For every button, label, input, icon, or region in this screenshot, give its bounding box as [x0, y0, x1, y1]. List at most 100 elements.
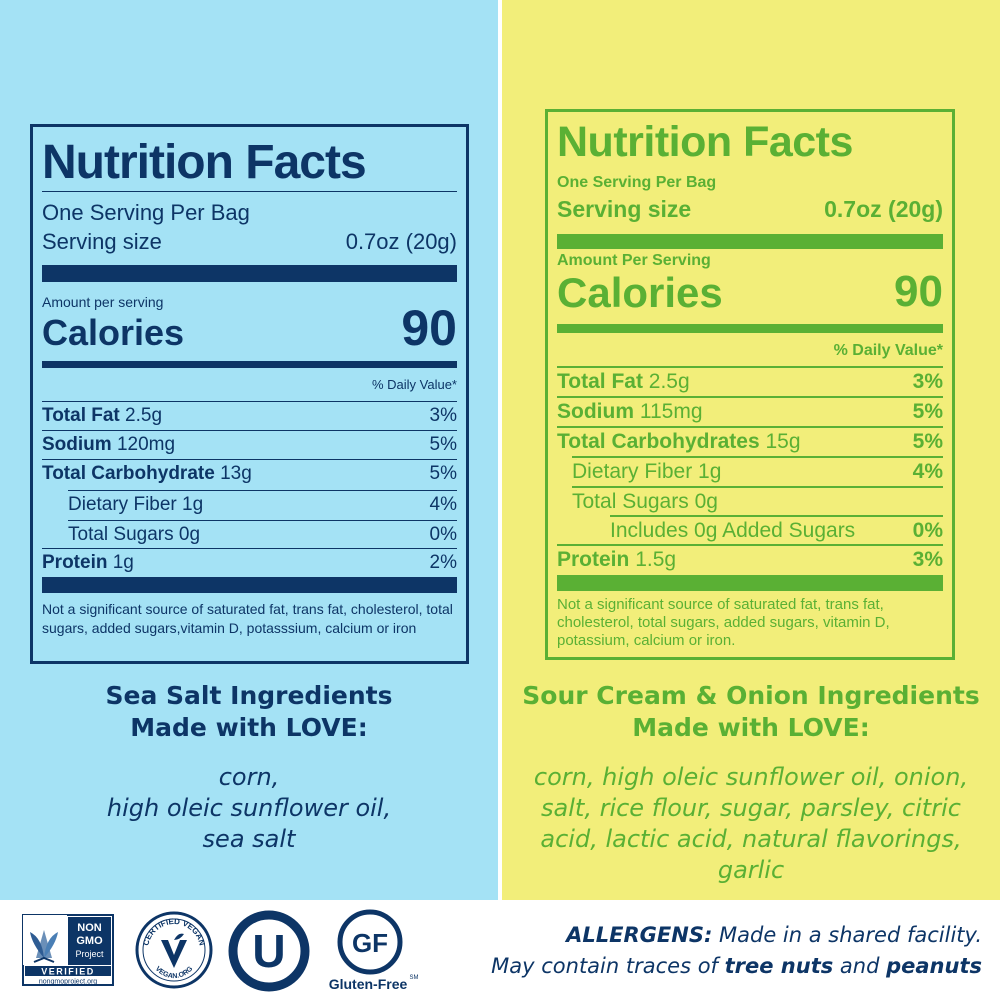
ingredients-subheading: Made with LOVE:: [632, 713, 870, 742]
non-gmo-url: nongmoproject.org: [39, 979, 97, 986]
nutrient-name: Total Carbohydrate: [42, 462, 215, 484]
nutrient-amount: 1g: [112, 551, 134, 573]
calories-value: 90: [894, 267, 943, 316]
kosher-icon: U: [228, 910, 310, 992]
ingredients-line: sea salt: [202, 825, 296, 853]
serving-size-label: Serving size: [42, 229, 162, 254]
nutrient-row: Total Fat 2.5g 3%: [557, 366, 943, 396]
medium-divider: [42, 361, 457, 368]
medium-divider: [557, 324, 943, 333]
daily-value-header: % Daily Value*: [833, 342, 943, 359]
nutrient-amount: 115mg: [639, 400, 703, 423]
serving-size-label: Serving size: [557, 196, 692, 222]
nutrient-name: Dietary Fiber: [572, 460, 693, 483]
nutrient-name: Total Fat: [557, 370, 643, 393]
ingredients-line: salt, rice flour, sugar, parsley, citric: [541, 794, 961, 822]
ingredients-subheading: Made with LOVE:: [130, 713, 368, 742]
nutrient-percent: 0%: [912, 519, 943, 542]
ingredients-heading: Sour Cream & Onion Ingredients: [522, 681, 980, 710]
nutrient-amount: 1g: [182, 493, 204, 515]
nutrient-row: Dietary Fiber 1g 4%: [572, 456, 943, 486]
nutrient-amount: 13g: [220, 462, 252, 484]
nutrient-row: Sodium 115mg 5%: [557, 396, 943, 426]
certifications-strip: NON GMO Project VERIFIED nongmoproject.o…: [0, 900, 1000, 1000]
nutrient-name: Sodium: [42, 433, 112, 455]
nutrient-row: Protein 1.5g 3%: [557, 544, 943, 574]
nutrient-amount: 2.5g: [648, 370, 690, 393]
nutrient-percent: 5%: [429, 433, 457, 455]
allergens-line1: Made in a shared facility.: [712, 923, 982, 947]
allergens-statement: ALLERGENS: Made in a shared facility. Ma…: [491, 920, 982, 982]
panel-divider: [498, 0, 502, 900]
ingredients-heading: Sea Salt Ingredients: [105, 681, 393, 710]
allergens-label: ALLERGENS:: [566, 923, 713, 947]
nutrient-percent: 5%: [912, 400, 943, 423]
nutrition-facts-title: Nutrition Facts: [42, 136, 367, 189]
nutrient-percent: 3%: [912, 548, 943, 571]
nutrient-percent: 5%: [429, 462, 457, 484]
allergens-and: and: [833, 954, 887, 978]
serving-size-value: 0.7oz (20g): [345, 229, 457, 254]
nutrient-name: Protein: [42, 551, 108, 573]
nutrient-percent: 3%: [912, 370, 943, 393]
nutrient-row: Total Carbohydrates 15g 5%: [557, 426, 943, 456]
allergen-tree-nuts: tree nuts: [724, 954, 834, 978]
nutrient-row: Sodium 120mg 5%: [42, 430, 457, 458]
ingredients-line: corn, high oleic sunflower oil, onion,: [533, 763, 969, 791]
allergen-peanuts: peanuts: [886, 954, 982, 978]
nutrient-percent: 3%: [429, 404, 457, 426]
nutrient-row: Total Sugars 0g: [572, 486, 943, 516]
nutrient-percent: 4%: [912, 460, 943, 483]
gluten-free-label: Gluten-Free: [329, 976, 408, 992]
servings-per-container: One Serving Per Bag: [557, 174, 717, 191]
calories-value: 90: [401, 300, 457, 356]
thick-divider: [557, 575, 943, 591]
non-gmo-line1: NON: [77, 922, 102, 934]
non-gmo-verified: VERIFIED: [41, 967, 95, 977]
thick-divider: [557, 234, 943, 249]
nutrient-row: Total Fat 2.5g 3%: [42, 401, 457, 429]
servings-per-container: One Serving Per Bag: [42, 200, 250, 225]
sour-cream-onion-ingredients: Sour Cream & Onion Ingredients Made with…: [518, 680, 984, 886]
amount-per-serving: Amount Per Serving: [557, 252, 711, 269]
nutrient-name: Protein: [557, 548, 630, 571]
nutrient-row: Dietary Fiber 1g 4%: [68, 490, 457, 518]
sea-salt-nutrition-label: Nutrition Facts One Serving Per Bag Serv…: [30, 124, 469, 664]
sour-cream-onion-nutrition-label: Nutrition Facts One Serving Per Bag Serv…: [545, 109, 955, 660]
nutrient-amount: 1.5g: [635, 548, 677, 571]
gluten-free-icon: GF Gluten-Free SM: [329, 909, 419, 992]
thick-divider: [42, 577, 457, 593]
non-gmo-line3: Project: [75, 949, 104, 959]
ingredients-line: corn,: [218, 763, 280, 791]
nutrition-facts-title: Nutrition Facts: [557, 118, 853, 166]
nutrient-amount: 0g: [694, 490, 718, 513]
divider: [42, 191, 457, 192]
ingredients-line: garlic: [717, 856, 785, 884]
nutrient-row: Total Carbohydrate 13g 5%: [42, 459, 457, 487]
gluten-free-mark: GF: [352, 928, 388, 958]
nutrient-row: Includes 0g Added Sugars 0%: [610, 515, 943, 545]
kosher-letter: U: [252, 925, 285, 977]
amount-per-serving: Amount per serving: [42, 294, 164, 310]
sea-salt-ingredients: Sea Salt Ingredients Made with LOVE: cor…: [20, 680, 478, 855]
sour-cream-onion-panel: [502, 0, 1000, 900]
nutrient-name: Total Sugars: [68, 523, 174, 545]
footnote: Not a significant source of saturated fa…: [557, 596, 890, 649]
nutrient-percent: 0%: [429, 523, 457, 545]
nutrient-name: Total Sugars: [572, 490, 689, 513]
serving-size-value: 0.7oz (20g): [824, 196, 943, 222]
nutrient-percent: 2%: [429, 551, 457, 573]
nutrient-name: Total Fat: [42, 404, 120, 426]
nutrient-amount: 0g: [178, 523, 201, 545]
gluten-free-tm: SM: [410, 975, 419, 981]
ingredients-line: high oleic sunflower oil,: [106, 794, 392, 822]
nutrient-row: Total Sugars 0g 0%: [68, 520, 457, 548]
ingredients-line: acid, lactic acid, natural flavorings,: [540, 825, 962, 853]
nutrient-percent: 5%: [912, 430, 943, 453]
nutrient-amount: 1g: [698, 460, 722, 483]
thick-divider: [42, 265, 457, 282]
nutrient-amount: 15g: [765, 430, 801, 453]
certified-vegan-icon: CERTIFIED VEGAN VEGAN.ORG: [135, 911, 213, 989]
nutrient-name: Includes 0g Added Sugars: [610, 519, 856, 542]
sea-salt-panel: [0, 0, 498, 900]
